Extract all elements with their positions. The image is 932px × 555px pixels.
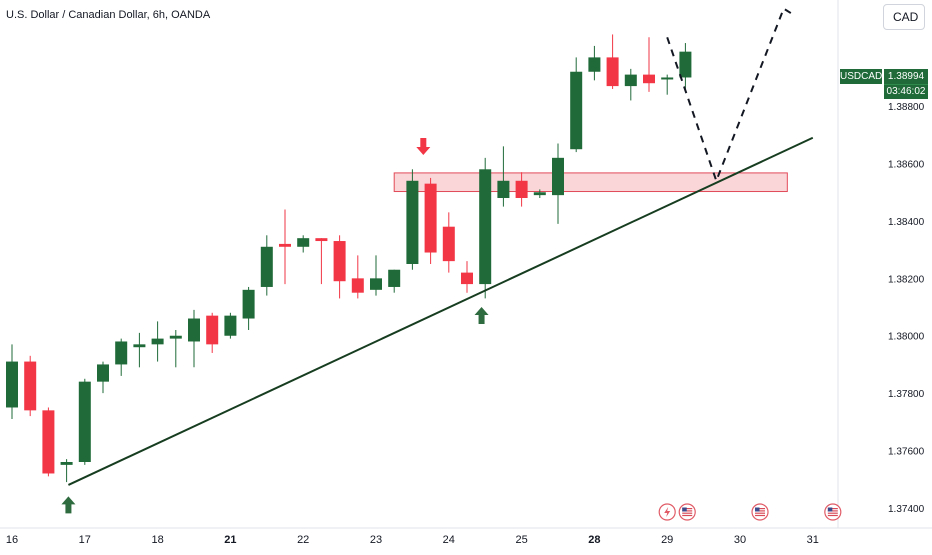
candle-body xyxy=(624,74,637,87)
candle-body xyxy=(497,180,510,198)
candle-body xyxy=(442,226,455,262)
x-tick-label: 18 xyxy=(151,534,163,546)
flag-stripe xyxy=(755,510,766,512)
trendline xyxy=(67,136,814,486)
candle-body xyxy=(78,381,91,462)
candle-body xyxy=(679,51,692,78)
candle-body xyxy=(461,272,473,285)
candle-body xyxy=(370,278,382,290)
candle-body xyxy=(60,462,73,465)
candle-body xyxy=(224,315,237,336)
candle-body xyxy=(388,269,401,287)
chart-title: U.S. Dollar / Canadian Dollar, 6h, OANDA xyxy=(6,9,211,21)
arrow-down-icon xyxy=(416,137,431,155)
flag-stripe xyxy=(827,512,838,514)
flag-stripe xyxy=(827,510,838,512)
candle-body xyxy=(206,315,219,345)
x-tick-label: 16 xyxy=(6,534,18,546)
flag-canton xyxy=(755,507,760,512)
candle-body xyxy=(533,192,546,196)
x-tick-label: 17 xyxy=(79,534,91,546)
candle-body xyxy=(242,289,255,319)
candle-countdown: 03:46:02 xyxy=(884,84,928,99)
flag-stripe xyxy=(755,514,766,517)
y-tick-label: 1.37400 xyxy=(888,504,925,515)
symbol-label: USDCAD xyxy=(840,69,883,84)
x-tick-label: 25 xyxy=(515,534,527,546)
flag-stripe xyxy=(827,508,838,510)
candle-body xyxy=(169,335,182,339)
flag-stripe xyxy=(755,512,766,514)
candle-body xyxy=(188,318,200,342)
x-tick-label: 21 xyxy=(224,534,236,546)
candle-body xyxy=(552,157,564,196)
arrow-up-icon xyxy=(61,496,76,514)
candle-body xyxy=(570,71,583,150)
candle-body xyxy=(479,169,492,285)
candle-body xyxy=(406,180,419,264)
candle-body xyxy=(151,338,164,345)
candle-body xyxy=(6,361,18,408)
x-tick-label: 23 xyxy=(370,534,382,546)
candle-body xyxy=(297,238,310,247)
projection-path xyxy=(666,7,794,184)
candle-body xyxy=(115,341,128,365)
x-tick-label: 31 xyxy=(807,534,819,546)
flag-canton xyxy=(682,507,687,512)
x-tick-label: 29 xyxy=(661,534,673,546)
y-tick-label: 1.38600 xyxy=(888,160,925,171)
resistance-zone xyxy=(393,172,788,193)
candle-body xyxy=(606,57,619,87)
candle-body xyxy=(424,183,437,253)
flag-stripe xyxy=(682,510,693,512)
currency-button[interactable]: CAD xyxy=(883,4,925,30)
x-tick-label: 30 xyxy=(734,534,746,546)
y-tick-label: 1.38000 xyxy=(888,332,925,343)
candle-body xyxy=(315,238,328,242)
x-tick-label: 22 xyxy=(297,534,309,546)
us-flag-icon xyxy=(678,503,696,521)
flag-stripe xyxy=(755,508,766,510)
flag-stripe xyxy=(682,512,693,514)
x-tick-label: 28 xyxy=(588,534,600,546)
candle-body xyxy=(643,74,655,84)
candle-body xyxy=(260,246,273,287)
x-tick-label: 24 xyxy=(443,534,455,546)
flag-stripe xyxy=(682,514,693,517)
flag-stripe xyxy=(827,514,838,517)
flag-canton xyxy=(827,507,833,512)
y-tick-label: 1.38800 xyxy=(888,102,925,113)
last-price-label: 1.38994 xyxy=(884,69,928,84)
candle-body xyxy=(279,243,291,247)
candle-body xyxy=(351,278,364,293)
candle-body xyxy=(333,241,346,282)
candle-body xyxy=(42,410,55,474)
us-flag-icon xyxy=(751,503,769,521)
y-tick-label: 1.37800 xyxy=(888,389,925,400)
arrow-up-icon xyxy=(474,307,489,325)
candle-body xyxy=(588,57,601,72)
last-price-tag: USDCAD 1.38994 03:46:02 xyxy=(840,69,928,99)
flag-stripe xyxy=(682,508,693,510)
candle-body xyxy=(97,364,109,382)
y-tick-label: 1.38200 xyxy=(888,274,925,285)
us-flag-icon xyxy=(824,503,842,521)
candle-body xyxy=(133,344,146,348)
y-tick-label: 1.37600 xyxy=(888,447,925,458)
candle-body xyxy=(24,361,37,411)
candle-body xyxy=(661,77,674,80)
y-tick-label: 1.38400 xyxy=(888,217,925,228)
candle-body xyxy=(515,180,528,198)
lightning-glyph xyxy=(664,507,671,517)
